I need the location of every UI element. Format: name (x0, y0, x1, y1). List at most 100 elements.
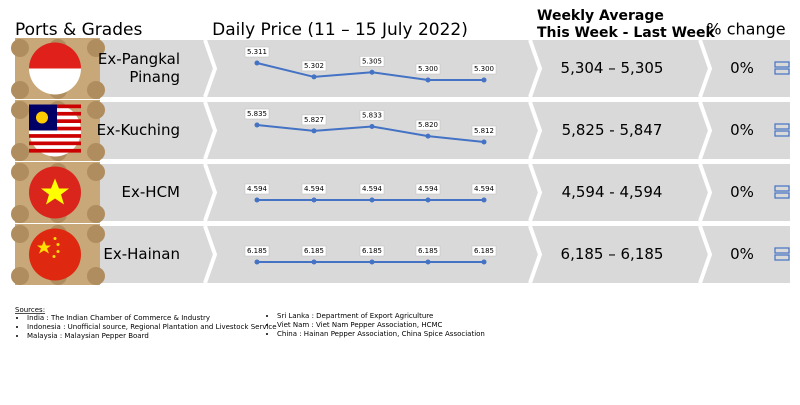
label-box (359, 183, 385, 195)
detail-icon (774, 247, 790, 254)
flag (29, 134, 81, 138)
header-daily: Daily Price (11 – 15 July 2022) (212, 20, 468, 40)
peppercorn (87, 267, 105, 285)
price-point (311, 197, 317, 203)
value-label: 5.820 (418, 121, 438, 129)
flag (37, 240, 51, 254)
port-name: Ex-Pangkal (98, 50, 180, 68)
flag (36, 111, 48, 124)
peppercorn (87, 225, 105, 243)
flag (29, 68, 81, 95)
chevron-separator (528, 101, 543, 160)
weekly-average: 5,304 – 5,305 (561, 59, 664, 77)
value-label: 4.594 (304, 185, 325, 193)
label-box (415, 63, 441, 75)
flag (41, 178, 69, 205)
flag-icon (29, 166, 81, 219)
detail-icon (774, 185, 790, 192)
bullet (266, 324, 268, 326)
chevron-separator (203, 101, 218, 160)
chevron-separator (698, 101, 713, 160)
chevron-separator (528, 163, 543, 222)
price-point (254, 122, 260, 128)
flag-icon (29, 42, 81, 95)
port-name: Ex-Hainan (103, 245, 180, 263)
bullet (16, 317, 18, 319)
weekly-average: 5,825 - 5,847 (562, 121, 663, 139)
row-band (15, 40, 790, 97)
detail-icon (774, 68, 790, 75)
price-point (481, 197, 487, 203)
value-label: 5.833 (362, 111, 382, 119)
value-label: 6.185 (362, 247, 382, 255)
value-label: 6.185 (304, 247, 324, 255)
value-label: 6.185 (474, 247, 494, 255)
price-point (311, 74, 317, 80)
source-item: Sri Lanka : Department of Export Agricul… (277, 312, 433, 320)
price-point (369, 69, 375, 75)
change: 0% (730, 245, 754, 263)
peppercorn (87, 39, 105, 57)
peppercorn (11, 267, 29, 285)
change: 0% (730, 183, 754, 201)
value-label: 4.594 (418, 185, 439, 193)
peppercorn (87, 101, 105, 119)
bullet (266, 333, 268, 335)
value-label: 5.827 (304, 116, 324, 124)
price-point (425, 77, 431, 83)
price-point (481, 259, 487, 265)
row-band (15, 226, 790, 283)
detail-icon (774, 192, 790, 199)
source-item: China : Hainan Pepper Association, China… (277, 330, 485, 338)
bullet (16, 335, 18, 337)
price-point (481, 139, 487, 145)
peppercorn (87, 143, 105, 161)
label-box (244, 46, 270, 58)
flag (29, 42, 81, 69)
chevron-separator (698, 39, 713, 98)
peppercorn (11, 39, 29, 57)
label-box (301, 183, 327, 195)
value-label: 5.311 (247, 48, 267, 56)
bullet (16, 326, 18, 328)
flag (52, 255, 56, 258)
price-point (425, 133, 431, 139)
chevron-separator (203, 225, 218, 284)
flag (53, 237, 57, 240)
label-box (415, 245, 441, 257)
port-name: Pinang (129, 68, 180, 86)
flag (56, 243, 60, 246)
label-box (359, 245, 385, 257)
bullet (266, 315, 268, 317)
change: 0% (730, 121, 754, 139)
header-change: % change (706, 20, 785, 39)
source-item: India : The Indian Chamber of Commerce &… (27, 314, 210, 322)
peppercorn (11, 143, 29, 161)
price-point (254, 259, 260, 265)
row-band (15, 102, 790, 159)
source-item: Viet Nam : Viet Nam Pepper Association, … (277, 321, 443, 329)
peppercorn (11, 205, 29, 223)
price-point (481, 77, 487, 83)
source-item: Malaysia : Malaysian Pepper Board (27, 332, 149, 340)
label-box (415, 183, 441, 195)
change: 0% (730, 59, 754, 77)
source-item: Indonesia : Unofficial source, Regional … (27, 323, 277, 331)
value-label: 5.835 (247, 110, 267, 118)
port-name: Ex-Kuching (97, 121, 180, 139)
price-point (254, 60, 260, 66)
header-ports: Ports & Grades (15, 20, 142, 40)
header-weekly: This Week - Last Week (537, 25, 716, 41)
label-box (415, 119, 441, 131)
value-label: 4.594 (474, 185, 495, 193)
price-point (369, 197, 375, 203)
peppercorn (11, 225, 29, 243)
label-box (471, 63, 497, 75)
price-point (425, 197, 431, 203)
price-point (311, 128, 317, 134)
price-point (425, 259, 431, 265)
label-box (244, 183, 270, 195)
detail-icon (774, 123, 790, 130)
chevron-separator (528, 225, 543, 284)
